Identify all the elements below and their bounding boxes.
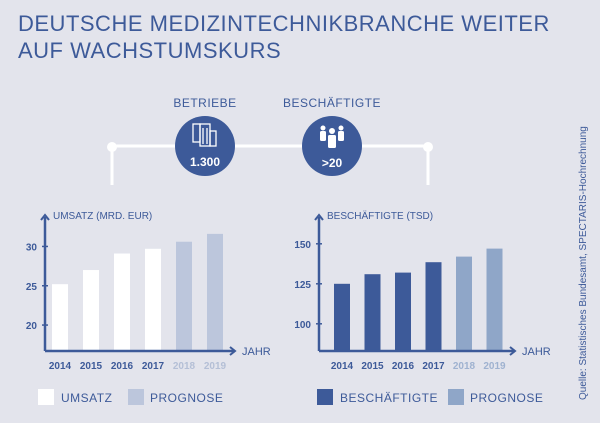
page-title: DEUTSCHE MEDIZINTECHNIKBRANCHE WEITER AU… xyxy=(18,10,550,64)
forecast-bar xyxy=(207,233,223,351)
buildings-icon xyxy=(192,123,217,147)
x-tick-label: 2015 xyxy=(80,361,103,372)
bar xyxy=(145,248,161,351)
bar xyxy=(52,284,68,351)
forecast-bar xyxy=(456,256,472,351)
x-tick-label: 2019 xyxy=(483,361,506,372)
umsatz-chart: 2014 2015 2016 2017 2018 2019 JAHR UMSATZ (MRD.… xyxy=(26,211,271,405)
x-axis-arrow-icon xyxy=(509,346,517,356)
x-tick-label: 2018 xyxy=(453,361,476,372)
legend-swatch-actual xyxy=(38,389,54,405)
legend-label-actual: UMSATZ xyxy=(61,391,112,405)
bar xyxy=(364,274,381,351)
x-axis-label: JAHR xyxy=(522,346,551,358)
x-tick-label: 2016 xyxy=(111,361,134,372)
x-tick-label: 2014 xyxy=(331,361,354,372)
bar xyxy=(83,270,99,351)
forecast-bar xyxy=(486,248,503,351)
connector xyxy=(107,142,433,185)
y-tick-label: 100 xyxy=(294,320,311,331)
beschaeftigte-chart: 2014 2015 2016 2017 2018 2019 JAHR BESCHÄFTIGTE… xyxy=(294,210,551,405)
source-note: Quelle: Statistisches Bundesamt, SPECTAR… xyxy=(578,126,589,400)
legend-label-actual: BESCHÄFTIGTE xyxy=(340,391,438,405)
x-tick-label: 2017 xyxy=(142,361,165,372)
bar xyxy=(114,253,130,351)
x-tick-label: 2018 xyxy=(173,361,196,372)
y-tick-label: 20 xyxy=(26,321,38,332)
y-tick-label: 30 xyxy=(26,242,38,253)
forecast-bar xyxy=(176,241,192,351)
x-tick-label: 2019 xyxy=(204,361,227,372)
legend-swatch-actual xyxy=(317,389,333,405)
bar xyxy=(395,272,411,351)
y-axis-label: UMSATZ (MRD. EUR) xyxy=(53,211,152,222)
x-tick-label: 2015 xyxy=(361,361,384,372)
legend-swatch-forecast xyxy=(128,389,144,405)
bar xyxy=(425,262,442,351)
x-tick-label: 2014 xyxy=(49,361,72,372)
highlight-value-beschaeftigte: >20 xyxy=(322,156,343,170)
y-tick-label: 25 xyxy=(26,282,38,293)
x-axis-label: JAHR xyxy=(242,346,271,358)
title-line-1: DEUTSCHE MEDIZINTECHNIKBRANCHE WEITER xyxy=(18,11,550,36)
y-axis-arrow-icon xyxy=(40,213,50,221)
highlight-label-betriebe: BETRIEBE xyxy=(173,96,236,110)
y-axis-label: BESCHÄFTIGTE (TSD) xyxy=(327,210,433,222)
legend-swatch-forecast xyxy=(448,389,464,405)
legend-label-forecast: PROGNOSE xyxy=(470,391,543,405)
y-axis-arrow-icon xyxy=(314,213,324,221)
highlight-label-beschaeftigte: BESCHÄFTIGTE xyxy=(283,96,381,110)
y-tick-label: 125 xyxy=(294,280,311,291)
people-icon xyxy=(320,125,344,148)
bar xyxy=(334,283,350,351)
title-line-2: AUF WACHSTUMSKURS xyxy=(18,38,282,63)
legend-label-forecast: PROGNOSE xyxy=(150,391,223,405)
highlight-value-betriebe: 1.300 xyxy=(190,155,220,169)
x-tick-label: 2016 xyxy=(392,361,415,372)
x-tick-label: 2017 xyxy=(422,361,445,372)
y-tick-label: 150 xyxy=(294,240,311,251)
x-axis-arrow-icon xyxy=(229,346,237,356)
